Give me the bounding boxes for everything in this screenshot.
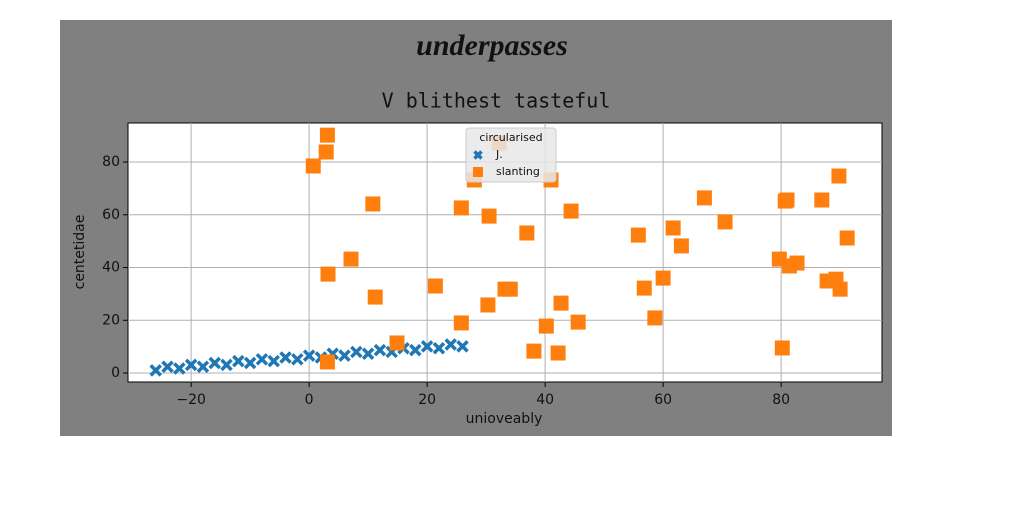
square-marker <box>665 220 681 236</box>
square-marker <box>831 168 847 184</box>
x-marker <box>161 360 174 373</box>
square-marker <box>814 192 830 208</box>
square-marker <box>673 238 689 254</box>
square-marker <box>647 310 663 326</box>
square-marker <box>305 158 321 174</box>
x-tick-label: 80 <box>772 392 790 408</box>
square-marker <box>630 227 646 243</box>
x-tick-label: 0 <box>305 392 314 408</box>
square-marker <box>563 203 579 219</box>
x-tick-label: 40 <box>536 392 554 408</box>
square-marker <box>553 295 569 311</box>
square-marker <box>655 270 671 286</box>
x-marker <box>243 356 257 370</box>
x-marker <box>232 354 245 368</box>
x-tick-label: 20 <box>418 392 436 408</box>
x-tick-label: 60 <box>654 392 672 408</box>
square-marker <box>717 214 733 230</box>
square-marker <box>526 343 542 359</box>
x-marker <box>409 343 422 357</box>
chart-title: underpasses <box>416 29 568 62</box>
square-marker <box>481 208 497 224</box>
square-marker <box>570 314 586 330</box>
legend-label: J. <box>495 148 503 161</box>
y-tick-label: 60 <box>102 207 120 223</box>
square-marker <box>427 278 443 294</box>
y-axis-label: centetidae <box>72 215 88 290</box>
x-marker <box>350 345 363 359</box>
chart-subtitle: V blithest tasteful <box>382 89 611 113</box>
square-marker <box>320 266 336 282</box>
square-marker <box>550 345 566 361</box>
x-marker <box>444 338 457 351</box>
x-marker <box>220 358 233 372</box>
x-axis-label: unioveably <box>466 411 543 427</box>
square-marker <box>636 280 652 296</box>
square-marker <box>453 200 469 216</box>
x-marker <box>279 351 292 364</box>
x-marker <box>373 343 387 357</box>
square-marker <box>779 192 795 208</box>
legend-box <box>465 127 557 183</box>
x-marker <box>184 358 198 372</box>
square-marker <box>832 281 848 297</box>
x-marker <box>338 349 351 362</box>
square-marker <box>774 340 790 356</box>
square-marker <box>365 196 381 212</box>
square-marker <box>389 335 405 351</box>
x-tick-label: −20 <box>176 392 206 408</box>
x-marker <box>267 354 280 368</box>
y-tick-label: 0 <box>111 365 120 381</box>
x-marker <box>361 347 375 361</box>
x-marker <box>302 349 316 362</box>
legend-title: circularised <box>479 131 542 144</box>
legend: circularised J. slanting <box>465 127 557 183</box>
x-marker <box>255 353 269 366</box>
y-tick-label: 80 <box>102 154 120 170</box>
square-marker <box>696 190 712 206</box>
square-marker <box>789 255 805 271</box>
x-marker <box>149 364 162 377</box>
square-marker <box>480 297 496 313</box>
x-marker <box>291 353 304 366</box>
square-marker <box>538 318 554 334</box>
square-marker <box>473 167 483 177</box>
y-tick-label: 40 <box>102 260 120 276</box>
square-marker <box>343 251 359 267</box>
square-marker <box>367 289 383 305</box>
legend-label: slanting <box>496 165 540 178</box>
square-marker <box>502 281 518 297</box>
x-marker <box>473 150 483 160</box>
square-marker <box>453 315 469 331</box>
square-marker <box>839 230 855 246</box>
square-marker <box>318 144 334 160</box>
square-marker <box>319 127 335 143</box>
x-marker <box>196 360 210 373</box>
x-marker <box>456 340 469 353</box>
x-marker <box>208 356 221 370</box>
x-marker <box>432 342 446 355</box>
square-marker <box>319 354 335 370</box>
square-marker <box>519 225 535 241</box>
x-marker <box>173 362 186 375</box>
y-tick-label: 20 <box>102 312 120 328</box>
x-marker <box>420 340 434 353</box>
